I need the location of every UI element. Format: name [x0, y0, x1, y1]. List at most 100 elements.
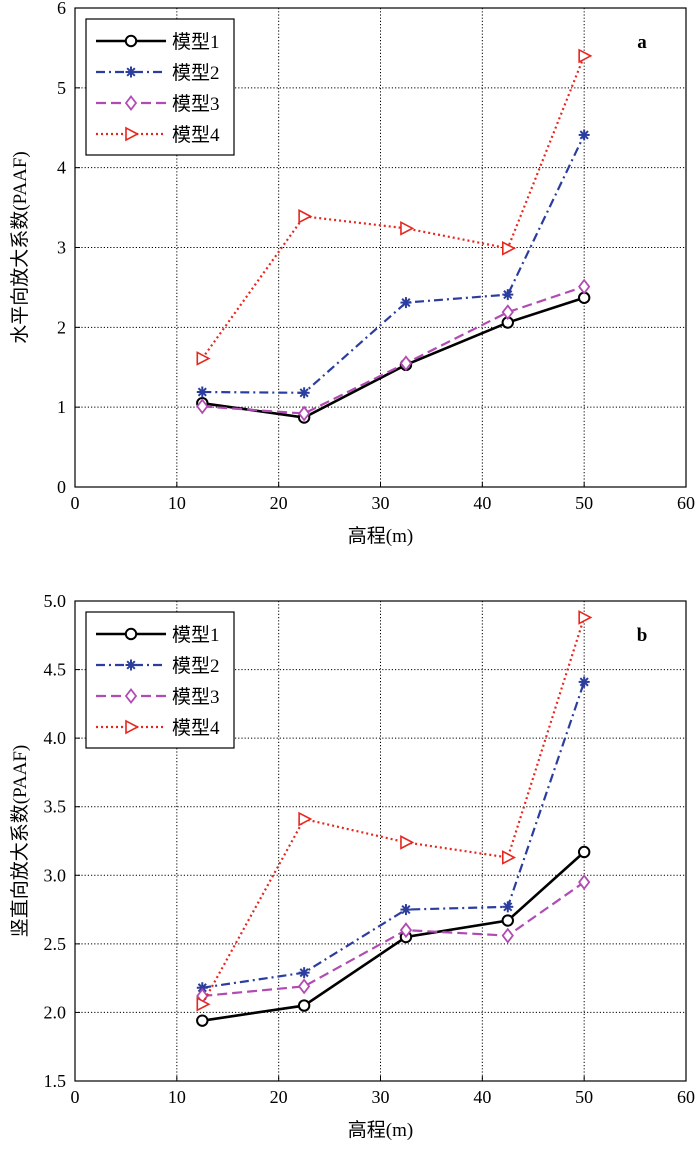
x-tick-label: 30: [372, 493, 390, 513]
data-point: [400, 835, 415, 850]
legend: 模型1 模型2 模型3 模型4: [85, 18, 235, 156]
legend-marker: [124, 627, 138, 641]
legend-label: 模型1: [172, 31, 220, 53]
y-tick-label: 0: [57, 477, 66, 497]
data-point: [298, 387, 310, 399]
legend-item: 模型4: [96, 124, 220, 146]
legend-label: 模型2: [172, 655, 220, 677]
data-point: [196, 386, 208, 398]
series-line: [201, 55, 586, 360]
legend-item: 模型1: [96, 31, 220, 53]
data-point: [400, 904, 412, 916]
data-point: [399, 355, 413, 372]
series-line: [202, 134, 586, 394]
chart-panel-a: 0 10 20 30 40 50 60 0 1 2 3 4 5 6 高程(m) 水平向放大系数(PAAF) a 模…: [9, 0, 695, 547]
legend-marker: [125, 659, 137, 671]
data-point: [502, 901, 514, 913]
x-tick-label: 10: [168, 1087, 186, 1107]
y-tick-label: 3.0: [44, 865, 67, 885]
data-point: [196, 1014, 209, 1027]
legend-item: 模型4: [96, 717, 220, 739]
x-tick-label: 0: [71, 493, 80, 513]
data-point: [578, 874, 591, 891]
data-point: [196, 351, 211, 366]
y-axis-label: 竖直向放大系数(PAAF): [9, 745, 31, 938]
series-3: [196, 874, 591, 1004]
series-line: [202, 681, 586, 989]
y-tick-label: 6: [57, 0, 66, 18]
panel-label: a: [637, 32, 647, 53]
legend-marker: [124, 688, 138, 704]
data-point: [501, 927, 514, 944]
data-point: [297, 978, 311, 995]
series-2: [196, 129, 590, 399]
legend-item: 模型3: [96, 686, 220, 708]
tick-labels: 0 10 20 30 40 50 60 1.5 2.0 2.5 3.0 3.5 4.0 4.5 5.0: [44, 591, 696, 1107]
data-point: [577, 845, 591, 859]
data-point: [400, 297, 412, 309]
x-tick-label: 40: [473, 1087, 491, 1107]
legend-item: 模型2: [96, 655, 220, 677]
data-point: [297, 999, 311, 1012]
data-point: [501, 304, 514, 321]
series-line: [202, 285, 585, 415]
data-point: [196, 996, 211, 1012]
legend-label: 模型4: [172, 124, 220, 146]
y-tick-label: 3: [57, 238, 66, 258]
y-tick-label: 2: [57, 317, 66, 337]
legend-label: 模型3: [172, 93, 220, 115]
y-tick-label: 1.5: [44, 1071, 67, 1091]
x-tick-label: 60: [677, 493, 695, 513]
x-tick-label: 0: [71, 1087, 80, 1107]
data-point: [501, 914, 514, 927]
legend-label: 模型2: [172, 62, 220, 84]
legend-label: 模型4: [172, 717, 220, 739]
y-tick-label: 4.5: [44, 660, 67, 680]
tick-labels: 0 10 20 30 40 50 60 0 1 2 3 4 5 6: [57, 0, 695, 513]
data-point: [399, 922, 413, 939]
legend-marker: [124, 34, 138, 48]
data-point: [578, 610, 593, 625]
y-tick-label: 4.0: [44, 728, 67, 748]
legend-marker: [125, 66, 137, 78]
y-tick-label: 4: [57, 158, 66, 178]
x-tick-label: 20: [270, 1087, 288, 1107]
data-point: [501, 240, 517, 256]
legend-item: 模型3: [96, 93, 220, 115]
data-point: [578, 676, 590, 688]
data-point: [578, 129, 590, 141]
data-point: [298, 967, 310, 979]
data-point: [297, 405, 311, 422]
y-tick-label: 3.5: [44, 797, 67, 817]
legend-item: 模型1: [96, 624, 220, 646]
data-point: [502, 289, 514, 301]
data-point: [298, 811, 313, 827]
series-1: [196, 291, 591, 424]
x-tick-label: 60: [677, 1087, 695, 1107]
legend-item: 模型2: [96, 62, 220, 84]
y-tick-label: 2.5: [44, 934, 67, 954]
x-axis-label: 高程(m): [348, 525, 413, 547]
x-tick-label: 20: [270, 493, 288, 513]
y-tick-label: 5.0: [44, 591, 67, 611]
data-point: [400, 221, 415, 236]
y-tick-label: 5: [57, 78, 66, 98]
data-point: [578, 48, 593, 64]
y-tick-label: 1: [57, 397, 66, 417]
legend-marker: [125, 126, 140, 142]
series-line: [202, 296, 585, 419]
data-point: [196, 398, 209, 415]
data-point: [298, 209, 313, 224]
gridlines: [75, 601, 686, 1081]
legend-label: 模型1: [172, 624, 220, 646]
series-2: [196, 676, 590, 994]
data-point: [501, 850, 517, 865]
x-tick-label: 30: [372, 1087, 390, 1107]
x-tick-label: 10: [168, 493, 186, 513]
x-tick-label: 40: [473, 493, 491, 513]
y-tick-label: 2.0: [44, 1002, 67, 1022]
chart-panel-b: 0 10 20 30 40 50 60 1.5 2.0 2.5 3.0 3.5 4.0 4.5 5.0 高程(…: [9, 591, 695, 1141]
series-4: [196, 610, 593, 1012]
